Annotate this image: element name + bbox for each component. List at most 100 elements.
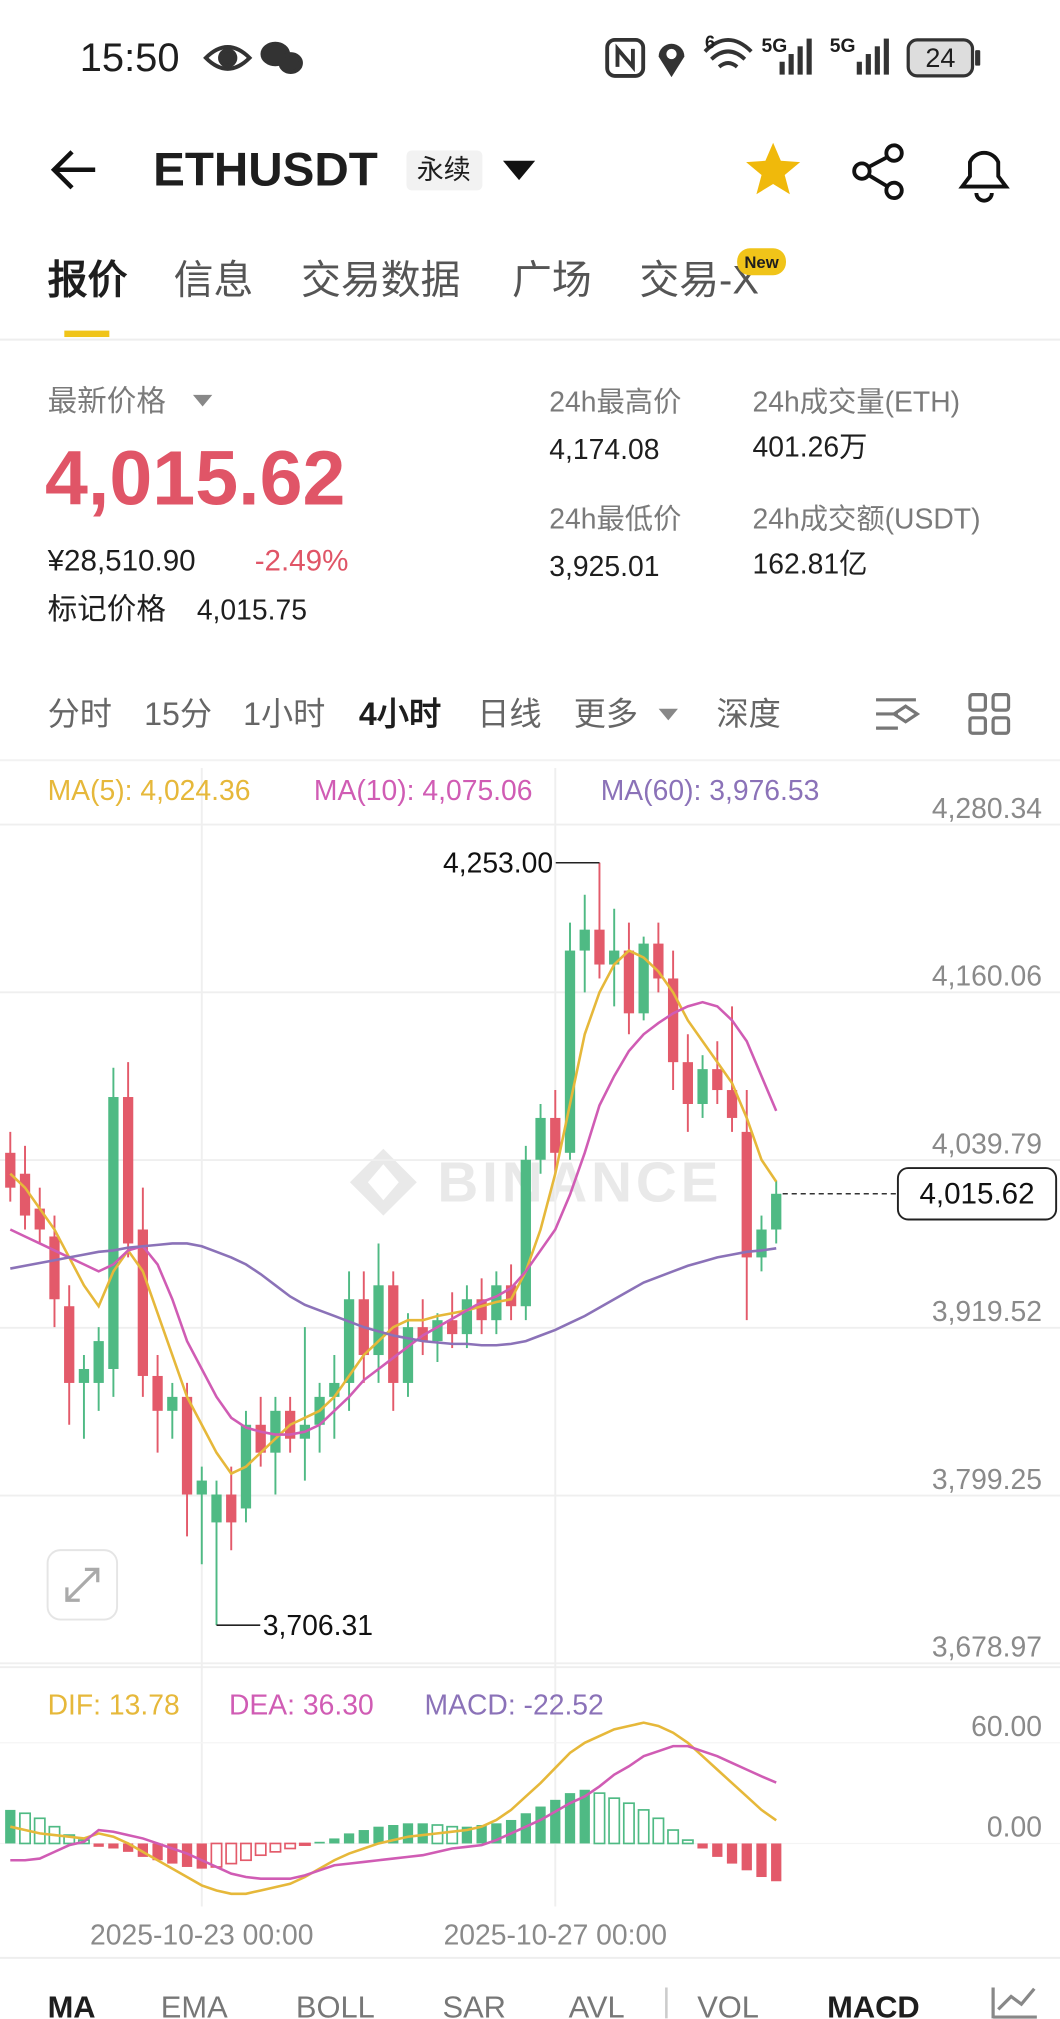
candle-body (432, 1320, 443, 1342)
macd-bar (652, 1817, 665, 1845)
candle-body (623, 950, 635, 1014)
alert-button[interactable] (958, 150, 1010, 203)
candle-body (329, 1382, 340, 1397)
tab[interactable]: 广场 (512, 258, 592, 302)
macd-bar (476, 1825, 487, 1844)
favorite-star[interactable] (746, 142, 801, 195)
macd-bar (298, 1842, 311, 1846)
macd-bar (254, 1842, 267, 1857)
macd-bar (681, 1839, 694, 1845)
symbol[interactable]: ETHUSDT (153, 143, 378, 196)
mark-price-label: 标记价格 (48, 593, 166, 626)
y-tick-label: 4,160.06 (932, 960, 1042, 992)
macd-bar (63, 1834, 76, 1845)
new-badge-text: New (744, 253, 779, 272)
status-time: 15:50 (80, 36, 180, 80)
interval[interactable]: 1小时 (243, 696, 325, 732)
macd-bar (756, 1843, 767, 1878)
macd-bar (771, 1843, 782, 1882)
candle-body (564, 950, 576, 1153)
candle-body (34, 1208, 45, 1230)
more-dropdown[interactable] (658, 708, 678, 721)
tab[interactable]: 信息 (174, 258, 254, 302)
candle-body (64, 1306, 75, 1383)
macd-bar (343, 1833, 355, 1844)
macd-bar (388, 1825, 399, 1844)
candle-body (712, 1069, 723, 1091)
candle-body (447, 1320, 458, 1335)
indicator-tab[interactable]: SAR (443, 1989, 506, 2019)
interval[interactable]: 分时 (48, 696, 112, 732)
macd-bar (196, 1843, 207, 1869)
back-button[interactable] (50, 150, 96, 190)
ma-line (9, 949, 778, 1476)
layout-button[interactable] (968, 693, 1011, 735)
indicator-tab[interactable]: MA (48, 1989, 96, 2019)
y-tick-label: 4,280.34 (932, 792, 1042, 824)
indicator-tab[interactable]: MACD (827, 1989, 920, 2019)
interval[interactable]: 4小时 (359, 696, 441, 732)
chart-settings[interactable] (876, 698, 921, 730)
price-dropdown[interactable] (192, 394, 213, 407)
macd-bar (564, 1793, 576, 1844)
y-tick-label: 3,678.97 (932, 1631, 1042, 1663)
candle-body (402, 1327, 414, 1383)
macd-bar (358, 1830, 369, 1844)
candle-body (535, 1117, 546, 1160)
stat-label: 24h成交额(USDT) (753, 502, 981, 534)
macd-bar (137, 1843, 149, 1857)
stat-value: 162.81亿 (753, 547, 868, 579)
stat-label: 24h最低价 (549, 502, 681, 534)
macd-line (10, 1721, 777, 1896)
interval[interactable]: 更多 (574, 696, 638, 732)
macd-bar (550, 1799, 561, 1844)
interval[interactable]: 15分 (144, 696, 212, 732)
candle-body (167, 1396, 178, 1411)
candle-body (505, 1285, 517, 1307)
indicator-tab[interactable]: AVL (569, 1989, 625, 2019)
interval[interactable]: 日线 (477, 696, 541, 732)
candle-body (196, 1480, 207, 1495)
macd-bar (181, 1843, 193, 1867)
interval[interactable]: 深度 (717, 696, 781, 732)
indicator-tab[interactable]: VOL (697, 1989, 759, 2019)
macd-bar (93, 1843, 104, 1847)
candle-body (49, 1236, 60, 1300)
min-label: 3,706.31 (263, 1609, 373, 1641)
candle-body (594, 929, 605, 965)
macd-bar (505, 1819, 517, 1844)
candle-body (343, 1299, 355, 1383)
cny-price: ¥28,510.90 (47, 544, 196, 577)
contract-type: 永续 (417, 155, 471, 185)
macd-bar (446, 1825, 459, 1845)
symbol-dropdown[interactable] (502, 160, 536, 181)
candle-body (682, 1062, 693, 1104)
tab[interactable]: 报价 (48, 258, 128, 302)
share-button[interactable] (852, 143, 904, 201)
indicator-tab[interactable]: BOLL (296, 1989, 375, 2019)
candle-body (550, 1117, 561, 1153)
y-tick-label: 3,919.52 (932, 1295, 1042, 1327)
candle-body (373, 1285, 384, 1356)
ma-line (10, 1242, 777, 1347)
watermark-logo (349, 1148, 417, 1216)
macd-bar (33, 1817, 46, 1845)
last-price-label: 4,015.62 (919, 1177, 1034, 1210)
legend-entry: DEA: 36.30 (229, 1688, 374, 1720)
macd-bar (329, 1838, 340, 1844)
active-tab-indicator (64, 330, 110, 338)
x-tick-label: 2025-10-23 00:00 (90, 1919, 313, 1951)
tab[interactable]: 交易数据 (301, 258, 460, 302)
expand-button[interactable] (46, 1549, 119, 1621)
indicator-settings[interactable] (991, 1987, 1037, 2019)
y-tick-label: 60.00 (971, 1710, 1042, 1742)
candle-body (270, 1410, 281, 1453)
macd-bar (593, 1792, 606, 1845)
macd-bar (5, 1809, 16, 1844)
price-label: 最新价格 (48, 385, 166, 418)
macd-bar (491, 1823, 502, 1844)
candle-body (726, 1090, 738, 1118)
last-price-tag (896, 1167, 1058, 1221)
battery-level: 24 (925, 43, 955, 73)
indicator-tab[interactable]: EMA (161, 1989, 228, 2019)
